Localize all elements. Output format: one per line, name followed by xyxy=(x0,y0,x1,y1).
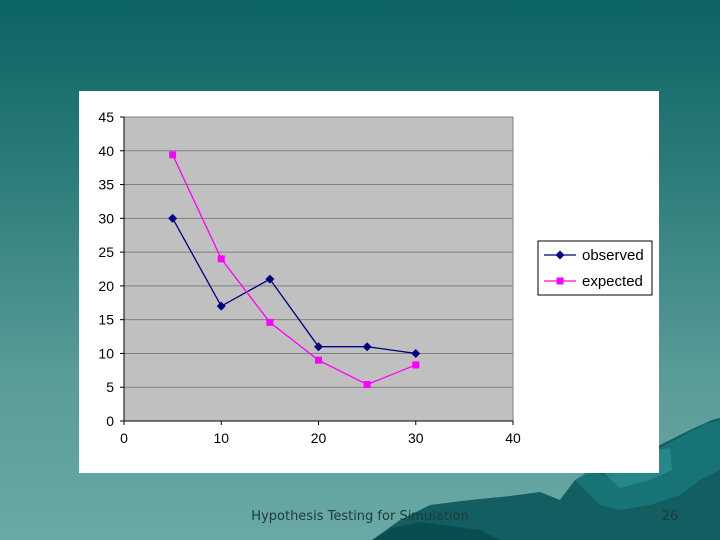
y-tick-label: 0 xyxy=(106,413,114,429)
x-tick-label: 20 xyxy=(311,430,327,446)
y-tick-label: 20 xyxy=(98,278,114,294)
plot-area xyxy=(123,116,514,422)
data-point-diamond xyxy=(265,274,275,284)
slide-footer-title: Hypothesis Testing for Simulation xyxy=(251,509,469,524)
slide-number: 26 xyxy=(661,509,679,524)
data-point-square xyxy=(315,356,322,364)
series-line-observed xyxy=(172,218,416,355)
data-point-diamond xyxy=(555,250,565,260)
legend-label-expected: expected xyxy=(582,273,643,290)
y-tick-label: 30 xyxy=(98,210,114,226)
data-point-square xyxy=(412,361,420,369)
y-tick-label: 5 xyxy=(106,379,114,395)
legend xyxy=(537,240,653,296)
line-chart: 0 5 10 15 20 25 30 35 40 45 0 10 20 30 40 observed expec… xyxy=(98,109,653,446)
y-tick-label: 15 xyxy=(98,312,114,328)
series-line-expected xyxy=(172,154,416,386)
data-point-diamond xyxy=(314,342,323,352)
x-tick-label: 30 xyxy=(408,430,424,446)
y-tick-label: 35 xyxy=(98,177,114,193)
data-point-diamond xyxy=(168,213,178,223)
y-tick-label: 10 xyxy=(98,345,114,361)
y-tick-label: 45 xyxy=(98,109,114,125)
data-point-square xyxy=(169,151,177,159)
data-point-diamond xyxy=(411,348,421,358)
y-tick-label: 25 xyxy=(98,244,114,260)
chart-panel: 0 5 10 15 20 25 30 35 40 45 0 10 20 30 40 observed expec… xyxy=(79,91,659,473)
x-tick-label: 0 xyxy=(120,430,128,446)
x-tick-label: 10 xyxy=(213,430,229,446)
data-point-square xyxy=(363,381,371,389)
data-point-square xyxy=(217,255,225,263)
data-point-square xyxy=(556,277,564,285)
data-point-diamond xyxy=(362,342,372,352)
y-tick-label: 40 xyxy=(98,143,114,159)
data-point-diamond xyxy=(216,301,226,311)
legend-label-observed: observed xyxy=(582,247,644,264)
data-point-square xyxy=(266,318,274,326)
x-tick-label: 40 xyxy=(505,430,521,446)
